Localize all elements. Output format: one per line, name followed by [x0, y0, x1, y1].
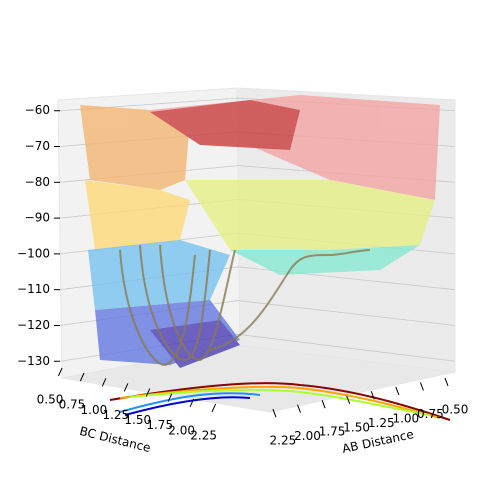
x-tick: [272, 408, 277, 418]
y-tick-label: 1.75: [146, 418, 173, 432]
z-tick-label: −120: [17, 318, 50, 332]
y-tick: [101, 378, 107, 387]
x-tick-label: 1.00: [392, 411, 419, 425]
x-tick-label: 1.25: [368, 416, 395, 430]
x-tick-label: 1.50: [343, 420, 370, 434]
y-tick: [167, 393, 173, 402]
x-tick: [297, 404, 301, 413]
y-tick-label: 0.75: [59, 398, 86, 412]
y-tick: [79, 372, 85, 382]
y-tick-label: 0.50: [37, 393, 64, 407]
x-tick-label: 1.75: [319, 425, 346, 439]
y-tick: [145, 388, 151, 397]
y-tick: [123, 383, 129, 392]
y-tick: [211, 403, 217, 413]
x-tick: [370, 391, 375, 400]
x-tick-label: 0.75: [417, 407, 444, 421]
y-tick-label: 1.50: [124, 413, 151, 427]
trajectory: [119, 244, 371, 367]
z-tick-label: −100: [17, 246, 50, 260]
z-tick-label: −80: [25, 175, 50, 189]
y-tick: [57, 367, 63, 377]
z-tick-label: −70: [25, 139, 50, 153]
x-tick: [395, 386, 400, 396]
x-tick: [419, 382, 424, 391]
y-tick-label: 2.00: [168, 423, 195, 437]
z-tick-label: −130: [17, 354, 50, 368]
x-tick: [346, 395, 351, 404]
surface: [80, 95, 440, 368]
y-axis-label: BC Distance: [78, 424, 152, 455]
z-tick-label: −90: [25, 211, 50, 225]
contours: [109, 382, 451, 421]
y-tick: [189, 398, 195, 408]
x-tick-label: 2.00: [294, 429, 321, 443]
y-tick-label: 1.25: [102, 408, 129, 422]
x-tick-label: 0.50: [442, 403, 469, 417]
y-tick-label: 1.00: [81, 403, 108, 417]
x-tick: [444, 377, 449, 387]
z-tick-label: −110: [17, 282, 50, 296]
z-tick-label: −60: [25, 103, 50, 117]
ticks: −60−70−80−90−100−110−120−1300.500.751.00…: [17, 103, 468, 447]
x-tick-label: 2.25: [270, 434, 297, 448]
y-tick-label: 2.25: [190, 428, 217, 442]
x-tick: [321, 400, 326, 409]
